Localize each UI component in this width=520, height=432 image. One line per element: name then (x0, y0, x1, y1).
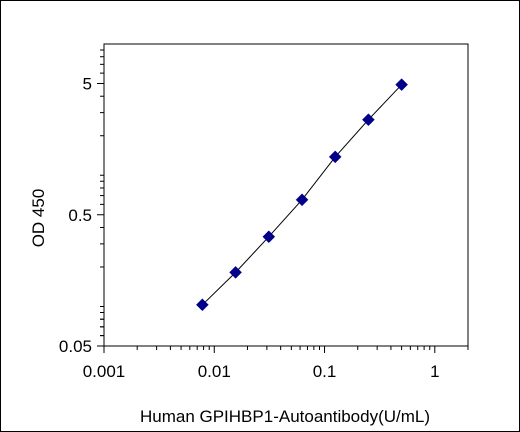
data-point (229, 266, 242, 279)
plot-area (103, 43, 469, 347)
x-tick-label: 0.001 (83, 362, 126, 381)
data-point (295, 193, 309, 207)
y-tick-label: 0.5 (68, 206, 92, 225)
x-axis-title: Human GPIHBP1-Autoantibody(U/mL) (140, 407, 430, 426)
y-tick-label: 0.05 (59, 337, 92, 356)
x-tick-label: 0.1 (313, 362, 337, 381)
y-axis-ticks: 0.05 0.5 5 (59, 49, 104, 356)
x-tick-label: 1 (430, 362, 439, 381)
series-points (196, 78, 408, 312)
data-point (196, 298, 209, 312)
x-tick-label: 0.01 (198, 362, 231, 381)
data-point (395, 78, 408, 92)
y-tick-label: 5 (83, 75, 92, 94)
x-axis-ticks: 0.001 0.01 0.1 1 (83, 346, 469, 381)
data-point (262, 230, 276, 244)
data-point (362, 113, 375, 127)
y-axis-title: OD 450 (29, 189, 48, 248)
data-point (328, 150, 342, 164)
